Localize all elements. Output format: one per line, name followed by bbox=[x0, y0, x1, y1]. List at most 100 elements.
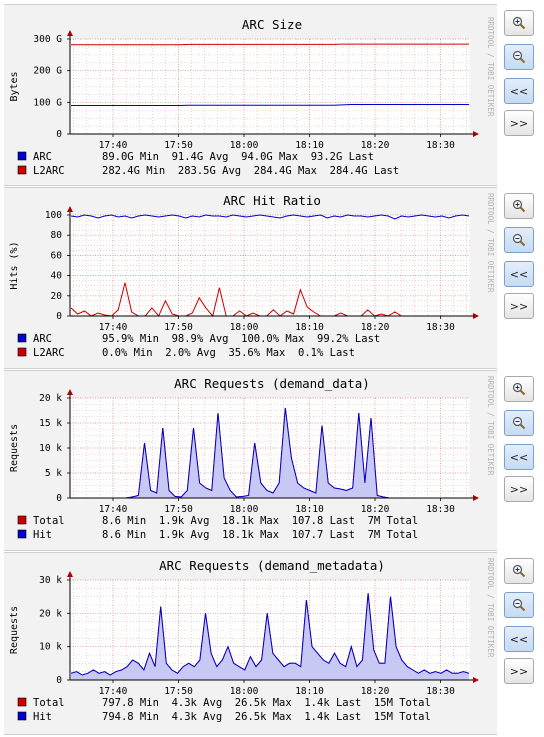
legend-stat-value: 282.4G Min bbox=[102, 165, 165, 177]
x-tick-label: 18:20 bbox=[361, 686, 390, 697]
rrdtool-watermark: RRDTOOL / TOBI OETIKER bbox=[486, 558, 495, 658]
y-tick-label: 20 k bbox=[39, 393, 62, 404]
legend-stat-value: 26.5k Max bbox=[235, 711, 292, 723]
legend-label: L2ARC bbox=[33, 165, 65, 177]
legend-stat-value: 2.0% Avg bbox=[165, 347, 216, 359]
forward-button[interactable]: >> bbox=[504, 476, 534, 502]
y-tick-label: 0 bbox=[56, 311, 62, 322]
y-tick-label: 60 bbox=[51, 250, 63, 261]
legend-swatch-hit bbox=[17, 529, 27, 539]
series-line-l2arc bbox=[71, 43, 469, 46]
legend-stat-value: 100.0% Max bbox=[241, 333, 304, 345]
legend-label: Total bbox=[33, 697, 65, 709]
legend-label: Total bbox=[33, 515, 65, 527]
zoom-out-button[interactable] bbox=[504, 410, 534, 436]
legend-stats: 89.0G Min 91.4G Avg 94.0G Max 93.2G Last bbox=[102, 151, 374, 163]
rrdtool-watermark: RRDTOOL / TOBI OETIKER bbox=[486, 193, 495, 293]
y-tick-label: 30 k bbox=[39, 575, 62, 586]
y-axis-arrow bbox=[67, 571, 73, 577]
legend-stat-value: 8.6 Min bbox=[102, 529, 146, 541]
zoom-in-button[interactable] bbox=[504, 558, 534, 584]
legend-stats: 8.6 Min 1.9k Avg 18.1k Max 107.8 Last 7M… bbox=[102, 515, 418, 527]
zoom-in-icon bbox=[512, 16, 526, 30]
legend-stats: 282.4G Min 283.5G Avg 284.4G Max 284.4G … bbox=[102, 165, 399, 177]
y-tick-label: 5 k bbox=[45, 468, 62, 479]
x-tick-label: 18:20 bbox=[361, 140, 390, 151]
x-axis-arrow bbox=[473, 313, 479, 319]
legend-stat-value: 794.8 Min bbox=[102, 711, 159, 723]
legend-stat-value: 7M Total bbox=[368, 515, 419, 527]
y-axis-arrow bbox=[67, 30, 73, 36]
x-tick-label: 18:20 bbox=[361, 504, 390, 515]
forward-button[interactable]: >> bbox=[504, 658, 534, 684]
forward-button[interactable]: >> bbox=[504, 293, 534, 319]
x-tick-label: 18:00 bbox=[230, 504, 259, 515]
zoom-out-icon bbox=[512, 233, 526, 247]
zoom-out-icon bbox=[512, 416, 526, 430]
chart-svg: 0 10 k 20 k 30 k 17:40 17:50 18:00 18:10 18:20 18… bbox=[9, 558, 495, 723]
forward-button-label: >> bbox=[509, 482, 529, 496]
y-axis-label: Requests bbox=[9, 424, 20, 472]
legend-stat-value: 15M Total bbox=[374, 697, 431, 709]
back-button[interactable]: << bbox=[504, 626, 534, 652]
zoom-in-icon bbox=[512, 564, 526, 578]
back-button[interactable]: << bbox=[504, 78, 534, 104]
legend-stat-value: 1.9k Avg bbox=[159, 515, 210, 527]
x-tick-label: 17:40 bbox=[99, 140, 128, 151]
legend-stat-value: 0.0% Min bbox=[102, 347, 153, 359]
legend-stat-value: 98.9% Avg bbox=[172, 333, 229, 345]
legend-label: ARC bbox=[33, 151, 52, 163]
x-tick-label: 18:30 bbox=[426, 322, 455, 333]
zoom-out-button[interactable] bbox=[504, 592, 534, 618]
forward-button-label: >> bbox=[509, 299, 529, 313]
legend-stats: 794.8 Min 4.3k Avg 26.5k Max 1.4k Last 1… bbox=[102, 711, 431, 723]
legend-stat-value: 91.4G Avg bbox=[172, 151, 229, 163]
x-tick-label: 17:50 bbox=[164, 686, 193, 697]
legend-swatch-total bbox=[17, 515, 27, 525]
chart-svg: 0 20 40 60 80 100 17:40 17:50 18:00 18:10 18:20 18:… bbox=[9, 193, 495, 359]
legend-label: Hit bbox=[33, 711, 52, 723]
series-line-hit bbox=[70, 593, 470, 676]
graph-panel: 0 100 G 200 G 300 G 17:40 17:50 18:00 18:10 18:2… bbox=[4, 4, 497, 186]
x-axis-arrow bbox=[473, 131, 479, 137]
legend-stat-value: 797.8 Min bbox=[102, 697, 159, 709]
chart-title: ARC Size bbox=[242, 17, 302, 32]
x-tick-label: 18:10 bbox=[295, 686, 324, 697]
back-button-label: << bbox=[509, 84, 529, 98]
x-tick-label: 17:40 bbox=[99, 504, 128, 515]
y-tick-label: 200 G bbox=[33, 66, 62, 77]
legend-stat-value: 1.4k Last bbox=[304, 697, 361, 709]
zoom-out-button[interactable] bbox=[504, 44, 534, 70]
y-axis-arrow bbox=[67, 389, 73, 395]
legend-stats: 797.8 Min 4.3k Avg 26.5k Max 1.4k Last 1… bbox=[102, 697, 431, 709]
y-tick-label: 80 bbox=[51, 230, 63, 241]
legend-swatch-total bbox=[17, 697, 27, 707]
legend-stats: 0.0% Min 2.0% Avg 35.6% Max 0.1% Last bbox=[102, 347, 355, 359]
x-tick-label: 17:50 bbox=[164, 140, 193, 151]
y-tick-label: 0 bbox=[56, 675, 62, 686]
x-tick-label: 18:10 bbox=[295, 140, 324, 151]
x-tick-label: 17:40 bbox=[99, 686, 128, 697]
legend-label: L2ARC bbox=[33, 347, 65, 359]
y-tick-label: 0 bbox=[56, 493, 62, 504]
zoom-in-button[interactable] bbox=[504, 193, 534, 219]
rrdtool-watermark: RRDTOOL / TOBI OETIKER bbox=[486, 17, 495, 117]
legend-label: Hit bbox=[33, 529, 52, 541]
zoom-out-button[interactable] bbox=[504, 227, 534, 253]
back-button-label: << bbox=[509, 632, 529, 646]
legend-stat-value: 8.6 Min bbox=[102, 515, 146, 527]
x-tick-label: 18:30 bbox=[426, 504, 455, 515]
y-tick-label: 40 bbox=[51, 271, 63, 282]
x-axis-arrow bbox=[473, 677, 479, 683]
forward-button[interactable]: >> bbox=[504, 110, 534, 136]
zoom-in-button[interactable] bbox=[504, 376, 534, 402]
back-button[interactable]: << bbox=[504, 261, 534, 287]
zoom-out-icon bbox=[512, 598, 526, 612]
x-tick-label: 18:00 bbox=[230, 322, 259, 333]
legend-stat-value: 107.8 Last bbox=[292, 515, 355, 527]
x-tick-label: 18:30 bbox=[426, 686, 455, 697]
forward-button-label: >> bbox=[509, 664, 529, 678]
zoom-in-button[interactable] bbox=[504, 10, 534, 36]
legend-stat-value: 93.2G Last bbox=[311, 151, 374, 163]
back-button[interactable]: << bbox=[504, 444, 534, 470]
